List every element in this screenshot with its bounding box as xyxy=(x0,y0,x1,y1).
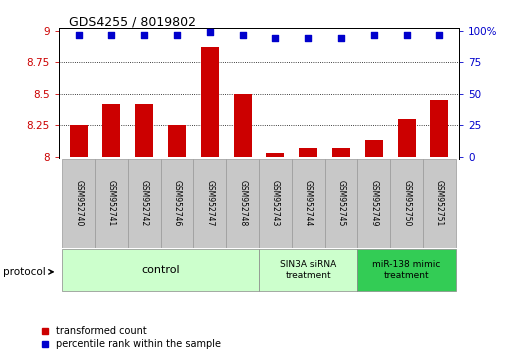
Text: GSM952740: GSM952740 xyxy=(74,180,83,227)
Point xyxy=(107,32,115,38)
Bar xyxy=(103,104,121,157)
Point xyxy=(436,32,444,38)
Bar xyxy=(95,159,128,248)
Bar xyxy=(365,141,383,157)
Point xyxy=(173,32,181,38)
Text: GSM952741: GSM952741 xyxy=(107,181,116,227)
Bar xyxy=(135,104,153,157)
Point xyxy=(403,32,411,38)
Point xyxy=(140,32,148,38)
Bar xyxy=(233,94,252,157)
Bar xyxy=(226,159,259,248)
Bar xyxy=(332,148,350,157)
Text: GSM952748: GSM952748 xyxy=(238,181,247,227)
Text: GSM952746: GSM952746 xyxy=(172,180,182,227)
Bar xyxy=(259,159,292,248)
Bar xyxy=(266,153,285,157)
Bar xyxy=(201,47,219,157)
Point xyxy=(74,32,83,38)
Point xyxy=(271,35,280,41)
Text: protocol: protocol xyxy=(3,267,45,276)
Point xyxy=(370,32,378,38)
Text: GSM952743: GSM952743 xyxy=(271,180,280,227)
Legend: transformed count, percentile rank within the sample: transformed count, percentile rank withi… xyxy=(41,326,221,349)
Bar xyxy=(62,159,95,248)
Text: GSM952747: GSM952747 xyxy=(205,180,214,227)
Bar xyxy=(423,159,456,248)
Text: control: control xyxy=(142,265,180,275)
Bar xyxy=(430,100,448,157)
Text: SIN3A siRNA
treatment: SIN3A siRNA treatment xyxy=(280,260,337,280)
Text: GSM952750: GSM952750 xyxy=(402,180,411,227)
Bar xyxy=(259,249,358,291)
Point xyxy=(239,32,247,38)
Text: GDS4255 / 8019802: GDS4255 / 8019802 xyxy=(69,16,196,29)
Text: GSM952749: GSM952749 xyxy=(369,180,379,227)
Text: GSM952745: GSM952745 xyxy=(337,180,346,227)
Point xyxy=(304,35,312,41)
Bar xyxy=(62,249,259,291)
Bar xyxy=(398,119,416,157)
Bar xyxy=(128,159,161,248)
Text: miR-138 mimic
treatment: miR-138 mimic treatment xyxy=(372,260,441,280)
Text: GSM952742: GSM952742 xyxy=(140,181,149,227)
Text: GSM952744: GSM952744 xyxy=(304,180,313,227)
Text: GSM952751: GSM952751 xyxy=(435,181,444,227)
Bar xyxy=(390,159,423,248)
Bar xyxy=(292,159,325,248)
Bar xyxy=(161,159,193,248)
Bar xyxy=(358,249,456,291)
Bar xyxy=(358,159,390,248)
Bar xyxy=(193,159,226,248)
Bar xyxy=(299,148,317,157)
Point xyxy=(337,35,345,41)
Bar xyxy=(325,159,358,248)
Bar xyxy=(70,125,88,157)
Point xyxy=(206,29,214,35)
Bar xyxy=(168,125,186,157)
